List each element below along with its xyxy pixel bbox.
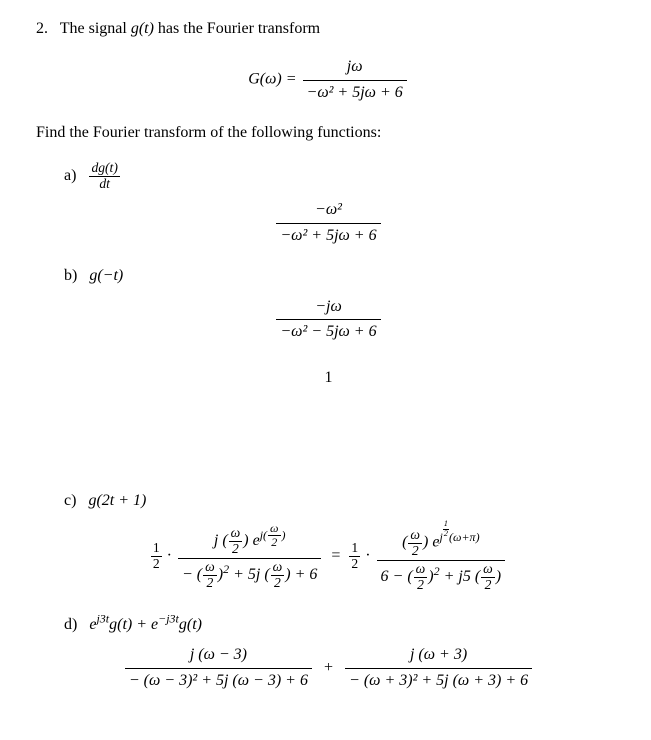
label-c: c) [64,490,76,512]
subpart-d: d) ej3tg(t) + e−j3tg(t) [64,611,621,637]
main-equation: G(ω) = jω −ω² + 5jω + 6 [36,56,621,104]
expr-b: g(−t) [89,267,123,284]
statement-prefix: The signal [60,20,131,37]
answer-c: 1 2 · j (ω2) ej(ω2) − (ω2)2 + 5j (ω2) + … [36,520,621,592]
c-half-1-num: 1 [151,541,162,557]
expr-a-num: dg(t) [89,161,119,177]
answer-b: −jω −ω² − 5jω + 6 [36,296,621,344]
c-plus6-1: + 6 [295,566,318,583]
c-w2-sup: ω2 [268,522,280,549]
c-half-2-num: 1 [349,541,360,557]
c-dot-1: · [167,547,172,564]
answer-d-num1: j (ω − 3) [125,644,312,668]
label-d: d) [64,614,77,636]
expr-a: dg(t) dt [89,161,119,192]
c-half-1-den: 2 [151,557,162,572]
answer-d-den1: − (ω − 3)² + 5j (ω − 3) + 6 [125,669,312,692]
statement-mid: has the Fourier transform [154,20,320,37]
c-dot-2: · [365,547,370,564]
c-lhs-j: j [214,532,218,549]
problem-statement: 2. The signal g(t) has the Fourier trans… [36,18,621,40]
answer-d-plus: + [324,659,333,676]
page-number: 1 [36,367,621,389]
answer-b-num: −jω [276,296,380,320]
d-g2: g(t) [179,616,202,633]
c-plus5j: + 5j [233,566,260,583]
answer-a-den: −ω² + 5jω + 6 [276,224,380,247]
c-exp-suffix: (ω+π) [449,530,480,544]
subpart-a: a) dg(t) dt [64,161,621,192]
c-w2-1: ω2 [229,526,243,557]
c-rhs-num: (ω2) ej12(ω+π) [377,520,506,561]
answer-a: −ω² −ω² + 5jω + 6 [36,199,621,247]
instruction-text: Find the Fourier transform of the follow… [36,122,621,144]
label-a: a) [64,165,76,187]
d-plus: + [132,616,151,633]
d-sup2: −j3t [158,612,179,626]
c-w2-4: ω2 [408,528,422,559]
answer-b-fraction: −jω −ω² − 5jω + 6 [276,296,380,344]
main-denominator: −ω² + 5jω + 6 [303,81,407,104]
c-e-1: e [253,532,260,549]
d-g1: g(t) [109,616,132,633]
answer-a-fraction: −ω² −ω² + 5jω + 6 [276,199,380,247]
c-lhs-frac: j (ω2) ej(ω2) − (ω2)2 + 5j (ω2) + 6 [178,522,321,590]
c-lhs-num: j (ω2) ej(ω2) [178,522,321,559]
c-rhs-den: 6 − (ω2)2 + j5 (ω2) [377,561,506,593]
d-sup1: j3t [96,612,109,626]
c-lhs-den: − (ω2)2 + 5j (ω2) + 6 [178,559,321,591]
subpart-b: b) g(−t) [64,265,621,287]
c-minus-1: − [182,566,197,583]
label-b: b) [64,265,77,287]
main-fraction: jω −ω² + 5jω + 6 [303,56,407,104]
c-half-1: 1 2 [151,541,162,572]
answer-b-den: −ω² − 5jω + 6 [276,320,380,343]
c-sup-j-1: j [260,528,263,542]
c-half-2: 1 2 [349,541,360,572]
c-rhs-frac: (ω2) ej12(ω+π) 6 − (ω2)2 + j5 (ω2) [377,520,506,592]
subpart-c: c) g(2t + 1) [64,490,621,512]
answer-d-num2: j (ω + 3) [345,644,532,668]
c-w2-6: ω2 [481,562,495,593]
expr-a-den: dt [89,177,119,192]
problem-number: 2. [36,18,56,40]
expr-d: ej3tg(t) + e−j3tg(t) [89,616,202,633]
c-half-2-den: 2 [349,557,360,572]
c-j5: + j5 [444,568,471,585]
g-of-t: g(t) [131,20,154,37]
expr-c: g(2t + 1) [88,492,146,509]
c-w2-3: ω2 [271,560,285,591]
main-numerator: jω [303,56,407,80]
c-eq: = [331,547,340,564]
g-omega-lhs: G(ω) = [248,71,296,88]
answer-a-num: −ω² [276,199,380,223]
c-rhs-6minus: 6 − [381,568,408,585]
c-w2-2: ω2 [203,560,217,591]
answer-d-den2: − (ω + 3)² + 5j (ω + 3) + 6 [345,669,532,692]
c-w2-5: ω2 [414,562,428,593]
